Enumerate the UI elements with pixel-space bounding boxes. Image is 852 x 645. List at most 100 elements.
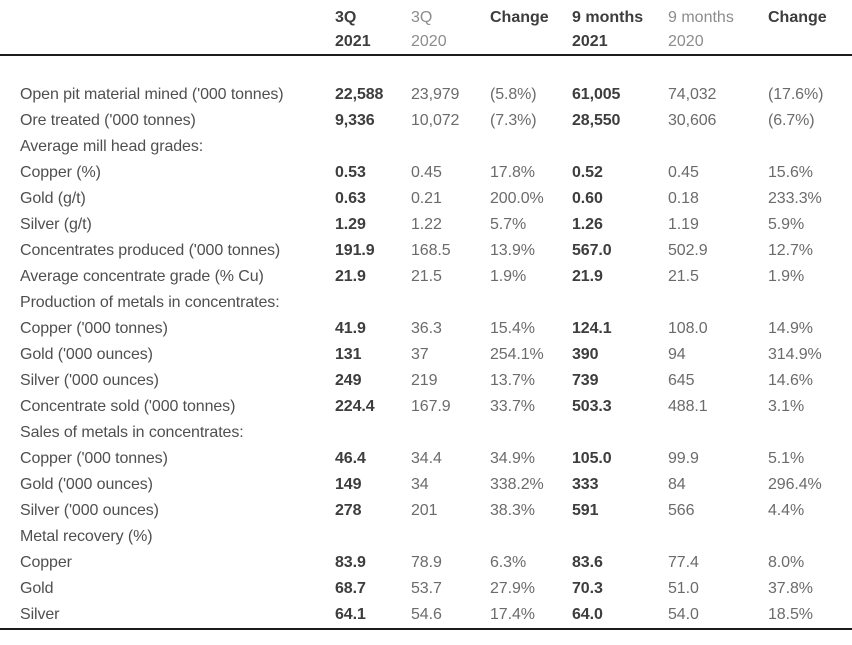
cell-change-quarter: [490, 524, 572, 550]
table-body: Open pit material mined ('000 tonnes) 22…: [0, 55, 852, 629]
row-label: Sales of metals in concentrates:: [20, 424, 244, 441]
cell-9m-2021: 739: [572, 372, 599, 389]
col-header-9m-2021: 9 months 2021: [572, 0, 668, 56]
cell-3q-2020: 0.21: [411, 190, 442, 207]
table-row: Copper ('000 tonnes) 46.4 34.4 34.9% 105…: [0, 446, 852, 472]
cell-9m-2020: [668, 524, 768, 550]
cell-9m-2020: 84: [668, 476, 686, 493]
cell-3q-2020: 21.5: [411, 268, 442, 285]
col-header-change-quarter: Change: [490, 0, 572, 56]
cell-3q-2021: 9,336: [335, 112, 375, 129]
row-label: Concentrate sold ('000 tonnes): [20, 398, 236, 415]
table-row: Copper (%) 0.53 0.45 17.8% 0.52 0.45 15.…: [0, 160, 852, 186]
cell-9m-2021: 567.0: [572, 242, 612, 259]
table-row: Metal recovery (%): [0, 524, 852, 550]
row-label: Copper ('000 tonnes): [20, 450, 168, 467]
cell-change-quarter: 13.7%: [490, 372, 535, 389]
table-row: Silver ('000 ounces) 249 219 13.7% 739 6…: [0, 368, 852, 394]
table-row: Silver ('000 ounces) 278 201 38.3% 591 5…: [0, 498, 852, 524]
cell-3q-2020: 167.9: [411, 398, 451, 415]
cell-9m-2020: 1.19: [668, 216, 699, 233]
cell-3q-2021: 0.63: [335, 190, 366, 207]
cell-3q-2020: [411, 134, 490, 160]
cell-3q-2021: 21.9: [335, 268, 366, 285]
cell-9m-2020: 566: [668, 502, 695, 519]
row-label: Open pit material mined ('000 tonnes): [20, 86, 284, 103]
row-label: Silver: [20, 606, 60, 623]
cell-9m-2021: 333: [572, 476, 599, 493]
col-header-line2: [490, 30, 572, 54]
cell-change-quarter: (5.8%): [490, 86, 537, 103]
cell-3q-2021: 278: [335, 502, 362, 519]
cell-change-9m: (6.7%): [768, 112, 815, 129]
cell-3q-2021: 83.9: [335, 554, 366, 571]
cell-9m-2020: 51.0: [668, 580, 699, 597]
table-row: Copper ('000 tonnes) 41.9 36.3 15.4% 124…: [0, 316, 852, 342]
cell-3q-2021: 131: [335, 346, 362, 363]
row-label: Silver ('000 ounces): [20, 502, 159, 519]
cell-9m-2021: 28,550: [572, 112, 621, 129]
cell-change-quarter: 17.8%: [490, 164, 535, 181]
col-header-line1: 3Q: [411, 9, 433, 26]
cell-change-9m: 14.9%: [768, 320, 813, 337]
table-row: Concentrates produced ('000 tonnes) 191.…: [0, 238, 852, 264]
cell-change-9m: (17.6%): [768, 86, 824, 103]
table-row: Concentrate sold ('000 tonnes) 224.4 167…: [0, 394, 852, 420]
cell-change-quarter: 34.9%: [490, 450, 535, 467]
cell-3q-2021: 149: [335, 476, 362, 493]
cell-change-quarter: (7.3%): [490, 112, 537, 129]
row-label: Concentrates produced ('000 tonnes): [20, 242, 281, 259]
cell-change-quarter: 13.9%: [490, 242, 535, 259]
row-label: Copper ('000 tonnes): [20, 320, 168, 337]
cell-9m-2020: [668, 134, 768, 160]
cell-3q-2020: 201: [411, 502, 438, 519]
cell-3q-2020: 219: [411, 372, 438, 389]
table-row: Silver 64.1 54.6 17.4% 64.0 54.0 18.5%: [0, 602, 852, 629]
cell-change-quarter: 5.7%: [490, 216, 527, 233]
col-header-line1: 3Q: [335, 9, 357, 26]
cell-3q-2020: [411, 290, 490, 316]
cell-9m-2021: 390: [572, 346, 599, 363]
cell-3q-2021: 224.4: [335, 398, 375, 415]
cell-change-quarter: 1.9%: [490, 268, 527, 285]
table-row: Production of metals in concentrates:: [0, 290, 852, 316]
table-row: Average concentrate grade (% Cu) 21.9 21…: [0, 264, 852, 290]
table-row: Gold 68.7 53.7 27.9% 70.3 51.0 37.8%: [0, 576, 852, 602]
cell-3q-2021: 68.7: [335, 580, 366, 597]
table-header-row: 3Q 2021 3Q 2020 Change 9 months 2021 9 m…: [0, 0, 852, 56]
cell-3q-2021: [335, 524, 411, 550]
cell-3q-2021: 191.9: [335, 242, 375, 259]
col-header-line2: 2021: [572, 33, 608, 50]
cell-change-9m: 15.6%: [768, 164, 813, 181]
cell-3q-2021: 1.29: [335, 216, 366, 233]
col-header-3q-2021: 3Q 2021: [335, 0, 411, 56]
cell-change-9m: 233.3%: [768, 190, 822, 207]
cell-change-quarter: 6.3%: [490, 554, 527, 571]
cell-change-quarter: [490, 420, 572, 446]
cell-3q-2021: 22,588: [335, 86, 384, 103]
row-label: Gold: [20, 580, 54, 597]
col-header-3q-2020: 3Q 2020: [411, 0, 490, 56]
cell-3q-2020: 54.6: [411, 606, 442, 623]
cell-9m-2021: 21.9: [572, 268, 603, 285]
table-row: Sales of metals in concentrates:: [0, 420, 852, 446]
cell-9m-2020: 0.18: [668, 190, 699, 207]
cell-9m-2021: 105.0: [572, 450, 612, 467]
cell-9m-2021: [572, 420, 668, 446]
row-label: Gold ('000 ounces): [20, 346, 153, 363]
cell-3q-2020: 78.9: [411, 554, 442, 571]
cell-change-9m: 1.9%: [768, 268, 805, 285]
cell-change-quarter: 33.7%: [490, 398, 535, 415]
cell-3q-2020: 168.5: [411, 242, 451, 259]
row-label: Production of metals in concentrates:: [20, 294, 280, 311]
cell-change-quarter: 338.2%: [490, 476, 544, 493]
cell-change-9m: [768, 420, 852, 446]
cell-change-quarter: [490, 134, 572, 160]
production-results-table: 3Q 2021 3Q 2020 Change 9 months 2021 9 m…: [0, 0, 852, 630]
cell-3q-2020: [411, 420, 490, 446]
cell-9m-2021: 61,005: [572, 86, 621, 103]
col-header-line2: [768, 30, 852, 54]
cell-3q-2021: 0.53: [335, 164, 366, 181]
table-row: Gold ('000 ounces) 131 37 254.1% 390 94 …: [0, 342, 852, 368]
cell-9m-2020: 0.45: [668, 164, 699, 181]
